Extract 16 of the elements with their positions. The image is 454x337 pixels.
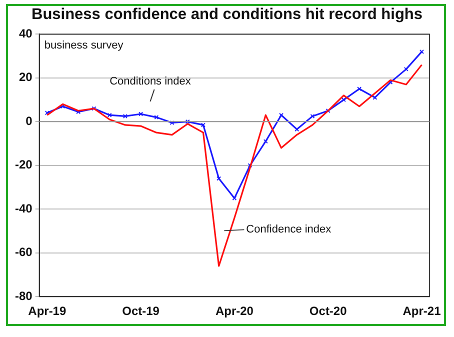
y-tick-label: -60 xyxy=(15,245,33,260)
y-tick-label: -40 xyxy=(15,201,33,216)
y-tick-label: 0 xyxy=(26,114,33,128)
x-tick-label: Oct-20 xyxy=(309,304,348,318)
text: Conditions index xyxy=(110,75,192,88)
series-label: Confidence index xyxy=(246,224,332,236)
y-tick-label: -20 xyxy=(15,158,33,172)
y-tick-label: -80 xyxy=(15,288,33,303)
text: business survey xyxy=(44,40,124,52)
y-tick-label: 40 xyxy=(18,26,33,41)
y-tick-label: 20 xyxy=(18,70,33,84)
x-tick-label: Apr-20 xyxy=(215,304,254,318)
chart-title: Business confidence and conditions hit record highs xyxy=(30,6,424,24)
x-tick-label: Apr-19 xyxy=(28,304,66,318)
x-tick-label: Oct-19 xyxy=(122,304,160,318)
x-tick-label: Apr-21 xyxy=(402,304,442,318)
